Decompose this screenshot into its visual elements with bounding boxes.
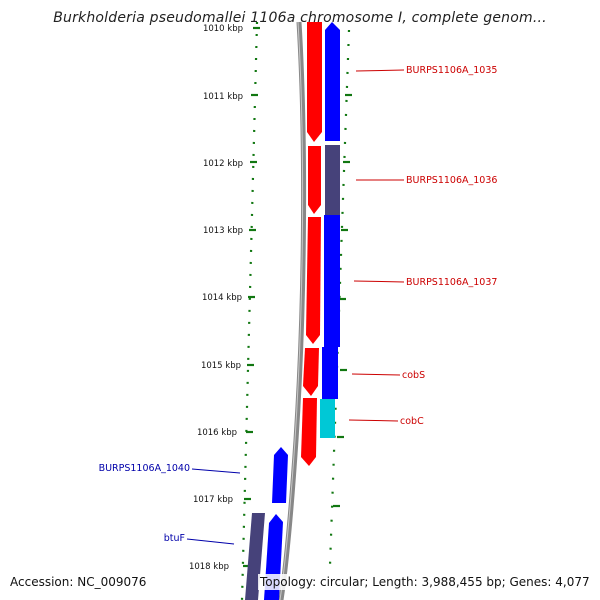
gene-label: cobC [400, 416, 424, 427]
outer-ruler-dashes [333, 93, 352, 508]
feature-reverse-cobs [322, 347, 338, 399]
feature-reverse-1035-head [325, 22, 340, 30]
feature-forward-4 [303, 348, 319, 396]
inner-dotted-ruler [240, 21, 259, 600]
tick-label: 1016 kbp [197, 428, 237, 438]
genome-backbone-highlight [279, 21, 304, 600]
gene-label: cobS [402, 370, 425, 381]
tick-labels: 1010 kbp 1011 kbp 1012 kbp 1013 kbp 1014… [189, 24, 243, 572]
tick-label: 1011 kbp [203, 92, 243, 102]
gene-label: BURPS1106A_1036 [406, 175, 497, 186]
label-leader-lines [186, 69, 405, 545]
feature-reverse-cobc [320, 399, 335, 438]
feature-btuf-dark [245, 513, 265, 600]
tick-label: 1015 kbp [201, 361, 241, 371]
reverse-strand-features [320, 22, 340, 438]
map-title: Burkholderia pseudomallei 1106a chromoso… [53, 10, 547, 26]
tick-label: 1012 kbp [203, 159, 243, 169]
gene-label: btuF [164, 533, 185, 544]
tick-label: 1013 kbp [203, 226, 243, 236]
feature-forward-5 [301, 398, 317, 466]
feature-forward-3 [306, 217, 321, 344]
feature-reverse-1036 [325, 145, 340, 215]
tick-label: 1010 kbp [203, 24, 243, 34]
tick-label: 1018 kbp [189, 562, 229, 572]
topology-summary: Topology: circular; Length: 3,988,455 bp… [258, 574, 592, 590]
tick-label: 1014 kbp [202, 293, 242, 303]
feature-reverse-1037 [324, 215, 340, 347]
feature-forward-1 [307, 22, 322, 142]
accession-text: Accession: NC_009076 [8, 574, 149, 590]
gene-label: BURPS1106A_1040 [99, 463, 190, 474]
inner-ruler-tick-dashes [243, 26, 260, 568]
gene-label: BURPS1106A_1035 [406, 65, 497, 76]
feature-1040 [272, 447, 288, 503]
gene-label: BURPS1106A_1037 [406, 277, 497, 288]
forward-strand-features [301, 22, 322, 466]
gene-labels: BURPS1106A_1035 BURPS1106A_1036 BURPS110… [99, 65, 498, 544]
feature-reverse-1035 [325, 30, 340, 141]
tick-label: 1017 kbp [193, 495, 233, 505]
feature-forward-2 [308, 146, 321, 214]
genome-backbone [278, 21, 307, 600]
